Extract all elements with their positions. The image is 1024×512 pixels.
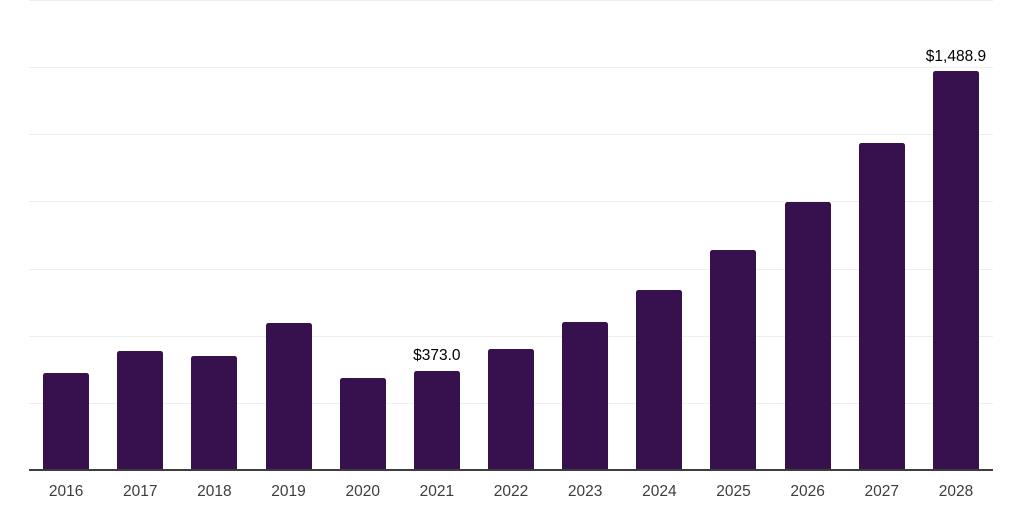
x-tick-2016: 2016: [48, 483, 84, 500]
x-tick-2028: 2028: [938, 483, 974, 500]
bar-2021: [413, 370, 460, 471]
bar-2028: [932, 71, 979, 471]
bar-slot-2021: $373.0: [400, 1, 474, 471]
x-axis-labels: 2016 2017 2018 2019 2020 2021 2022 2023 2024 2025…: [29, 483, 993, 500]
x-axis-line: [29, 469, 993, 471]
gridline-1000: [29, 201, 993, 203]
bars: $373.0 $1,488.9: [29, 1, 993, 471]
bar-slot-2020: [326, 1, 400, 471]
bar-slot-2018: [177, 1, 251, 471]
x-tick-2022: 2022: [493, 483, 529, 500]
gridline-500: [29, 335, 993, 337]
plot-area: $373.0 $1,488.9: [29, 0, 993, 471]
gridline-750: [29, 268, 993, 270]
data-label-2028: $1,488.9: [925, 47, 987, 65]
bar-slot-2019: [251, 1, 325, 471]
gridline-1250: [29, 134, 993, 136]
data-label-2021: $373.0: [413, 347, 461, 365]
bar-2027: [858, 142, 905, 471]
x-tick-2025: 2025: [716, 483, 751, 500]
x-tick-2027: 2027: [864, 483, 900, 500]
gridline-1750: [29, 0, 993, 1]
bar-2026: [784, 201, 831, 471]
bar-slot-2022: [474, 1, 548, 471]
bar-slot-2027: [845, 1, 919, 471]
bar-2018: [191, 356, 238, 471]
gridline-1500: [29, 67, 993, 69]
x-tick-2018: 2018: [197, 483, 232, 500]
bar-slot-2028: $1,488.9: [919, 1, 993, 471]
x-tick-2021: 2021: [419, 483, 455, 500]
bar-slot-2026: [771, 1, 845, 471]
bar-2022: [488, 348, 535, 471]
x-tick-2020: 2020: [345, 483, 380, 500]
x-tick-2023: 2023: [567, 483, 603, 500]
x-tick-2024: 2024: [642, 483, 677, 500]
bar-slot-2024: [622, 1, 696, 471]
bar-2019: [265, 323, 312, 471]
bar-2024: [636, 289, 683, 471]
bar-2017: [117, 351, 164, 471]
x-tick-2019: 2019: [271, 483, 306, 500]
bar-2025: [710, 249, 757, 471]
bar-slot-2016: [29, 1, 103, 471]
bar-2023: [562, 322, 609, 471]
bar-slot-2017: [103, 1, 177, 471]
x-tick-2017: 2017: [122, 483, 158, 500]
bar-2020: [339, 377, 386, 471]
bar-2016: [43, 373, 90, 471]
bar-slot-2023: [548, 1, 622, 471]
bar-slot-2025: [696, 1, 770, 471]
x-tick-2026: 2026: [790, 483, 825, 500]
